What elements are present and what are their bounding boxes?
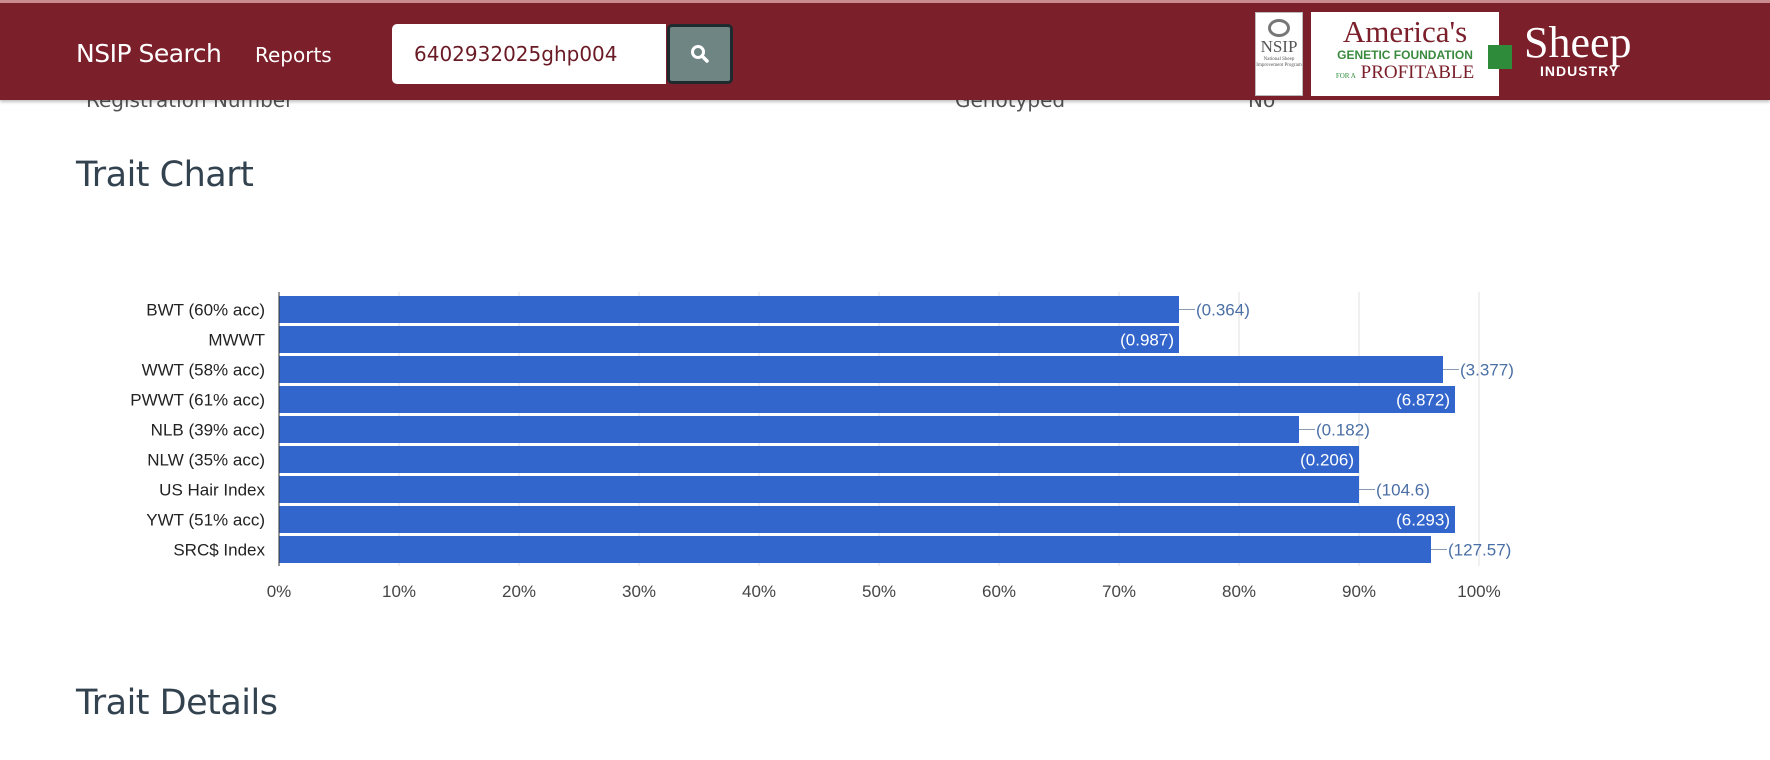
bar — [279, 296, 1179, 323]
x-tick-label: 100% — [1457, 582, 1500, 601]
search-icon — [691, 45, 709, 63]
logo-square — [1488, 45, 1512, 69]
x-tick-label: 10% — [382, 582, 416, 601]
bar — [279, 416, 1299, 443]
x-tick-label: 70% — [1102, 582, 1136, 601]
category-label: YWT (51% acc) — [146, 511, 265, 530]
x-tick-label: 20% — [502, 582, 536, 601]
data-label: (0.364) — [1196, 301, 1250, 320]
x-tick-label: 40% — [742, 582, 776, 601]
category-label: MWWT — [208, 331, 265, 350]
x-tick-label: 80% — [1222, 582, 1256, 601]
category-label: NLW (35% acc) — [147, 451, 265, 470]
data-label: (0.182) — [1316, 421, 1370, 440]
category-label: NLB (39% acc) — [151, 421, 265, 440]
bar — [279, 446, 1359, 473]
americas-logo: America's GENETIC FOUNDATION FOR A PROFI… — [1311, 12, 1499, 96]
top-nav: NSIP Search Reports NSIP National Sheep … — [0, 0, 1770, 100]
category-label: SRC$ Index — [173, 541, 265, 560]
category-label: PWWT (61% acc) — [130, 391, 265, 410]
search-button[interactable] — [667, 24, 733, 84]
x-tick-label: 90% — [1342, 582, 1376, 601]
data-label: (104.6) — [1376, 481, 1430, 500]
category-label: BWT (60% acc) — [146, 301, 265, 320]
data-label: (0.206) — [1300, 451, 1354, 470]
bar — [279, 476, 1359, 503]
search-input[interactable] — [392, 24, 666, 84]
bar — [279, 356, 1443, 383]
brand-link[interactable]: NSIP Search — [76, 39, 222, 68]
bar — [279, 506, 1455, 533]
x-tick-label: 30% — [622, 582, 656, 601]
trait-details-heading: Trait Details — [76, 683, 278, 723]
sheep-logo-text: Sheep — [1524, 18, 1632, 67]
trait-chart-heading: Trait Chart — [76, 155, 254, 195]
category-label: US Hair Index — [159, 481, 265, 500]
data-label: (3.377) — [1460, 361, 1514, 380]
x-tick-label: 0% — [267, 582, 292, 601]
x-tick-label: 50% — [862, 582, 896, 601]
bar — [279, 386, 1455, 413]
category-label: WWT (58% acc) — [142, 361, 265, 380]
data-label: (6.293) — [1396, 511, 1450, 530]
data-label: (6.872) — [1396, 391, 1450, 410]
nav-reports[interactable]: Reports — [255, 43, 332, 67]
data-label: (127.57) — [1448, 541, 1511, 560]
nsip-logo: NSIP National Sheep Improvement Program — [1255, 12, 1303, 96]
x-tick-label: 60% — [982, 582, 1016, 601]
bar — [279, 326, 1179, 353]
bar — [279, 536, 1431, 563]
industry-logo-text: INDUSTRY — [1540, 63, 1620, 79]
data-label: (0.987) — [1120, 331, 1174, 350]
